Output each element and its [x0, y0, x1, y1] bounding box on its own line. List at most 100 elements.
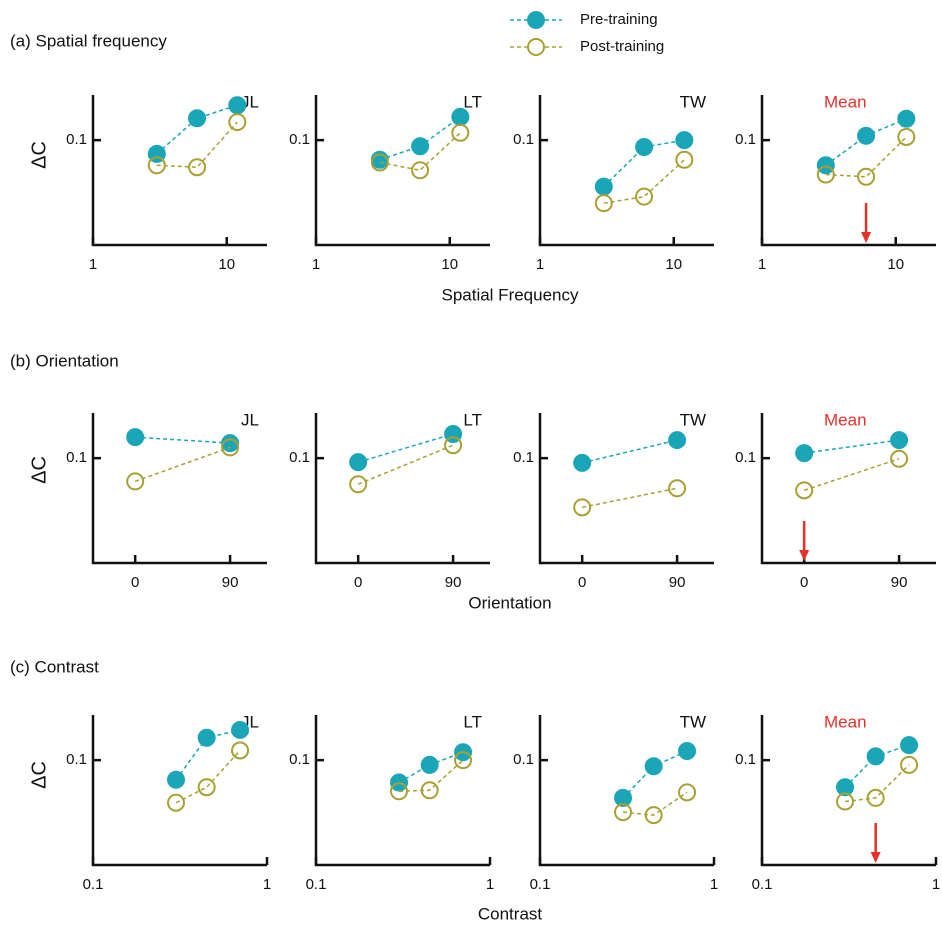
data-point	[816, 156, 835, 175]
data-point	[635, 138, 654, 157]
data-point	[900, 736, 919, 755]
x-tick-label: 0	[354, 574, 362, 591]
arrow-head	[861, 232, 872, 243]
y-tick-label: 0.1	[735, 131, 756, 148]
series-line	[357, 433, 454, 463]
panel-label: LT	[463, 92, 482, 111]
panel-label: LT	[463, 410, 482, 429]
y-tick-label: 0.1	[289, 449, 310, 466]
x-tick-label: 0	[800, 574, 808, 591]
data-point	[668, 431, 687, 450]
legend-label: Pre-training	[580, 11, 658, 28]
y-tick-label: 0.1	[66, 449, 87, 466]
data-point	[231, 741, 250, 760]
data-point	[594, 177, 613, 196]
data-point	[836, 778, 855, 797]
data-point	[454, 751, 473, 770]
data-point	[228, 113, 247, 132]
data-point	[573, 498, 592, 517]
data-point	[678, 783, 697, 802]
data-point	[197, 778, 216, 797]
data-point	[451, 123, 470, 142]
data-point	[897, 109, 916, 128]
row-label: (b) Orientation	[10, 351, 119, 370]
data-point	[167, 770, 186, 789]
data-point	[614, 788, 633, 807]
arrow-head	[870, 852, 881, 863]
x-axis-label: Orientation	[468, 593, 551, 612]
row-label: (a) Spatial frequency	[10, 31, 167, 50]
series-line	[582, 487, 678, 509]
x-tick-label: 90	[891, 574, 908, 591]
data-point	[349, 475, 368, 494]
x-tick-label: 10	[665, 256, 682, 273]
x-tick-label: 1	[263, 876, 271, 893]
data-point	[675, 150, 694, 169]
series-line	[398, 759, 464, 793]
y-axis-label: ΔC	[28, 141, 50, 169]
data-point	[349, 453, 368, 472]
data-point	[420, 781, 439, 800]
y-tick-label: 0.1	[289, 131, 310, 148]
data-point	[836, 792, 855, 811]
x-tick-label: 10	[218, 256, 235, 273]
x-tick-label: 10	[441, 256, 458, 273]
x-tick-label: 0.1	[306, 876, 327, 893]
y-tick-label: 0.1	[66, 751, 87, 768]
data-point	[857, 167, 876, 186]
series-line	[379, 132, 461, 172]
x-tick-label: 0.1	[530, 876, 551, 893]
series-line	[156, 104, 238, 155]
series-line	[603, 159, 685, 204]
data-point	[126, 428, 145, 447]
data-point	[897, 127, 916, 146]
data-point	[188, 109, 207, 128]
series-line	[825, 136, 907, 178]
x-tick-label: 1	[536, 256, 544, 273]
series-line	[803, 458, 900, 492]
data-point	[614, 803, 633, 822]
data-point	[795, 481, 814, 500]
x-axis-label: Contrast	[478, 904, 543, 923]
x-tick-label: 90	[445, 574, 462, 591]
y-tick-label: 0.1	[513, 449, 534, 466]
x-axis-label: Spatial Frequency	[441, 285, 579, 304]
y-tick-label: 0.1	[513, 751, 534, 768]
data-point	[221, 438, 240, 457]
series-line	[804, 439, 900, 454]
data-point	[594, 194, 613, 213]
data-point	[411, 161, 430, 180]
panel-label: LT	[463, 712, 482, 731]
x-tick-label: 1	[710, 876, 718, 893]
y-tick-label: 0.1	[289, 751, 310, 768]
panel-label: Mean	[824, 92, 867, 111]
data-point	[675, 131, 694, 150]
data-point	[644, 806, 663, 825]
x-tick-label: 0.1	[752, 876, 773, 893]
data-point	[390, 782, 409, 801]
data-point	[890, 449, 909, 468]
x-tick-label: 1	[932, 876, 940, 893]
y-tick-label: 0.1	[513, 131, 534, 148]
data-point	[167, 793, 186, 812]
data-point	[231, 720, 250, 739]
panel-label: Mean	[824, 410, 867, 429]
x-tick-label: 0.1	[83, 876, 104, 893]
data-point	[857, 126, 876, 145]
panel-label: TW	[680, 712, 706, 731]
x-tick-label: 1	[758, 256, 766, 273]
data-point	[816, 165, 835, 184]
x-tick-label: 1	[486, 876, 494, 893]
series-line	[135, 436, 231, 444]
panel-label: Mean	[824, 712, 867, 731]
panel-label: JL	[241, 410, 259, 429]
y-tick-label: 0.1	[66, 131, 87, 148]
series-line	[622, 791, 688, 816]
x-tick-label: 10	[887, 256, 904, 273]
data-point	[451, 107, 470, 126]
y-tick-label: 0.1	[735, 751, 756, 768]
data-point	[147, 156, 166, 175]
arrow-head	[799, 550, 810, 561]
series-line	[156, 121, 238, 168]
